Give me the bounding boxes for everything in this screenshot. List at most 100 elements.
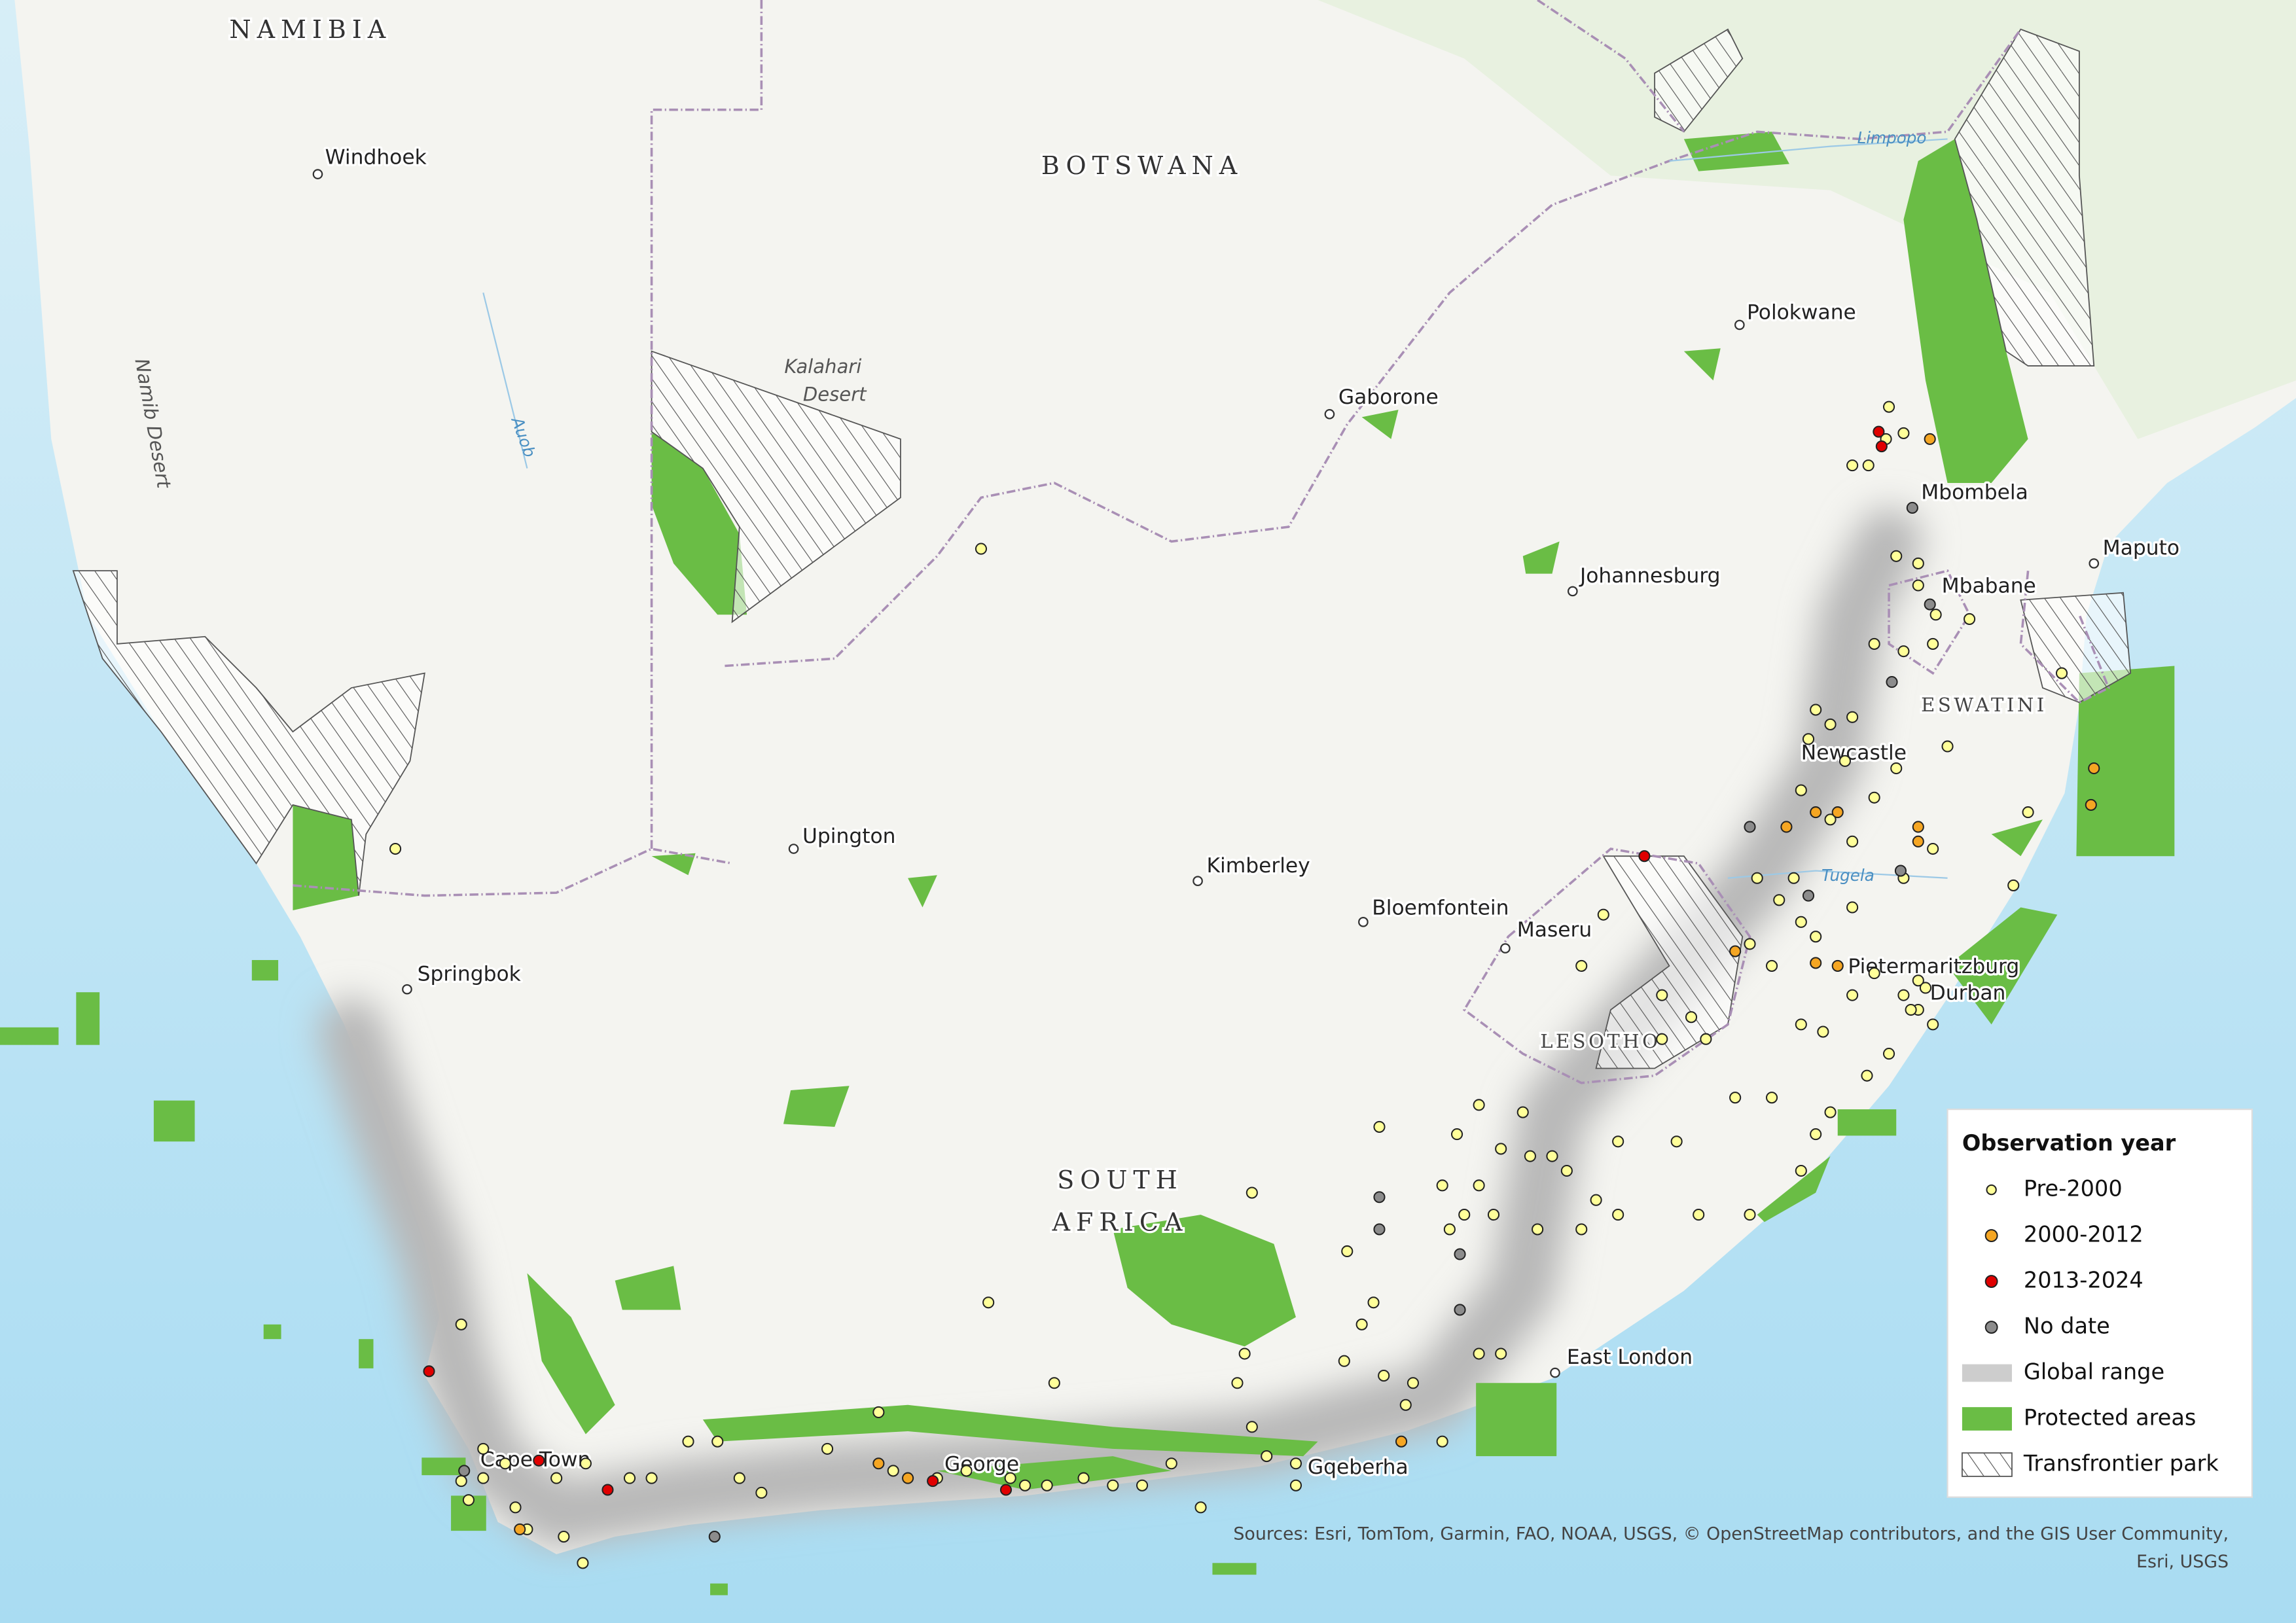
observation-point — [1882, 1048, 1895, 1060]
observation-point — [1886, 676, 1898, 688]
observation-point — [1729, 945, 1742, 957]
observation-point — [1897, 427, 1910, 439]
observation-point — [1443, 1223, 1456, 1236]
country-label: NAMIBIA — [229, 15, 391, 44]
observation-point — [1890, 762, 1903, 775]
river-label: Tugela — [1821, 866, 1874, 885]
observation-point — [1373, 1191, 1386, 1204]
observation-point — [1246, 1186, 1258, 1199]
observation-point — [455, 1475, 467, 1488]
city-label: Springbok — [418, 962, 522, 986]
borders — [293, 0, 2110, 1084]
city-label: Mbombela — [1921, 481, 2028, 505]
feature-label: Kalahari — [784, 355, 861, 378]
observation-point — [1436, 1435, 1448, 1448]
observation-point — [1802, 733, 1815, 745]
observation-point — [1048, 1377, 1060, 1389]
observation-point — [1964, 613, 1976, 625]
observation-point — [550, 1472, 563, 1484]
observation-point — [389, 842, 402, 855]
observation-point — [1927, 842, 1939, 855]
observation-point — [1656, 989, 1668, 1001]
observation-point — [1261, 1450, 1273, 1463]
city-label: Bloemfontein — [1372, 897, 1509, 920]
legend-label: Global range — [2024, 1359, 2164, 1385]
country-label: LESOTHO — [1540, 1030, 1660, 1052]
observation-point — [821, 1442, 834, 1455]
observation-point — [1766, 1092, 1778, 1104]
observation-point — [1238, 1347, 1251, 1360]
observation-point — [577, 1557, 589, 1569]
observation-point — [1912, 557, 1924, 570]
observation-point — [975, 543, 988, 555]
observation-point — [1670, 1135, 1683, 1148]
observation-point — [1693, 1209, 1705, 1221]
legend-symbol — [1986, 1184, 1997, 1196]
observation-point — [1780, 821, 1793, 833]
observation-point — [1919, 982, 1932, 994]
observation-point — [1612, 1209, 1624, 1221]
observation-point — [1246, 1421, 1258, 1433]
observation-point — [1612, 1135, 1624, 1148]
observation-point — [927, 1475, 939, 1488]
observation-point — [1575, 1223, 1588, 1236]
observation-point — [1744, 1209, 1756, 1221]
legend-title: Observation year — [1962, 1130, 2176, 1156]
observation-point — [1929, 609, 1942, 621]
observation-point — [455, 1318, 467, 1330]
city-label: Gqeberha — [1308, 1455, 1408, 1479]
observation-point — [1194, 1501, 1207, 1514]
legend-label: 2013-2024 — [2024, 1268, 2144, 1293]
transfrontier-parks — [72, 28, 2132, 1069]
city-label: Maseru — [1517, 918, 1592, 942]
city-label: Maputo — [2103, 537, 2179, 560]
observation-point — [902, 1472, 914, 1484]
city-label: Gaborone — [1338, 385, 1439, 409]
observation-point — [1656, 1033, 1668, 1045]
observation-point — [1890, 550, 1903, 562]
observation-point — [423, 1365, 435, 1378]
observation-point — [1355, 1318, 1368, 1330]
observation-point — [462, 1494, 475, 1507]
observation-point — [1436, 1179, 1448, 1192]
observation-point — [601, 1484, 614, 1496]
observation-point — [1231, 1377, 1244, 1389]
observation-point — [1802, 889, 1815, 902]
observation-point — [1019, 1479, 1031, 1491]
observation-point — [1751, 872, 1763, 884]
observations — [389, 401, 2100, 1569]
observation-point — [1729, 1092, 1742, 1104]
city-label: Polokwane — [1747, 301, 1856, 325]
observation-point — [1524, 1150, 1536, 1162]
river-label: Limpopo — [1857, 128, 1927, 147]
observation-point — [2055, 667, 2068, 679]
observation-point — [1927, 637, 1939, 651]
observation-point — [872, 1406, 885, 1419]
observation-point — [2085, 798, 2097, 811]
observation-point — [1766, 959, 1778, 972]
city-label: Upington — [802, 825, 895, 848]
observation-point — [458, 1465, 471, 1477]
observation-point — [1868, 967, 1880, 980]
observation-point — [1810, 931, 1822, 943]
observation-point — [872, 1457, 885, 1470]
observation-point — [1873, 425, 1885, 438]
observation-point — [1846, 711, 1859, 723]
legend-symbol — [1962, 1364, 2012, 1382]
observation-point — [1817, 1026, 1829, 1038]
observation-point — [509, 1501, 522, 1514]
observation-point — [514, 1523, 526, 1535]
observation-point — [1927, 1018, 1939, 1031]
observation-point — [1597, 908, 1609, 921]
observation-point — [1906, 501, 1918, 514]
observation-point — [708, 1531, 721, 1543]
legend-label: No date — [2024, 1313, 2110, 1339]
observation-point — [499, 1457, 511, 1470]
observation-point — [1399, 1399, 1412, 1411]
observation-point — [1912, 579, 1924, 592]
observation-point — [1846, 901, 1859, 914]
observation-point — [1454, 1248, 1466, 1260]
observation-point — [1846, 459, 1859, 472]
observation-point — [2022, 806, 2034, 819]
